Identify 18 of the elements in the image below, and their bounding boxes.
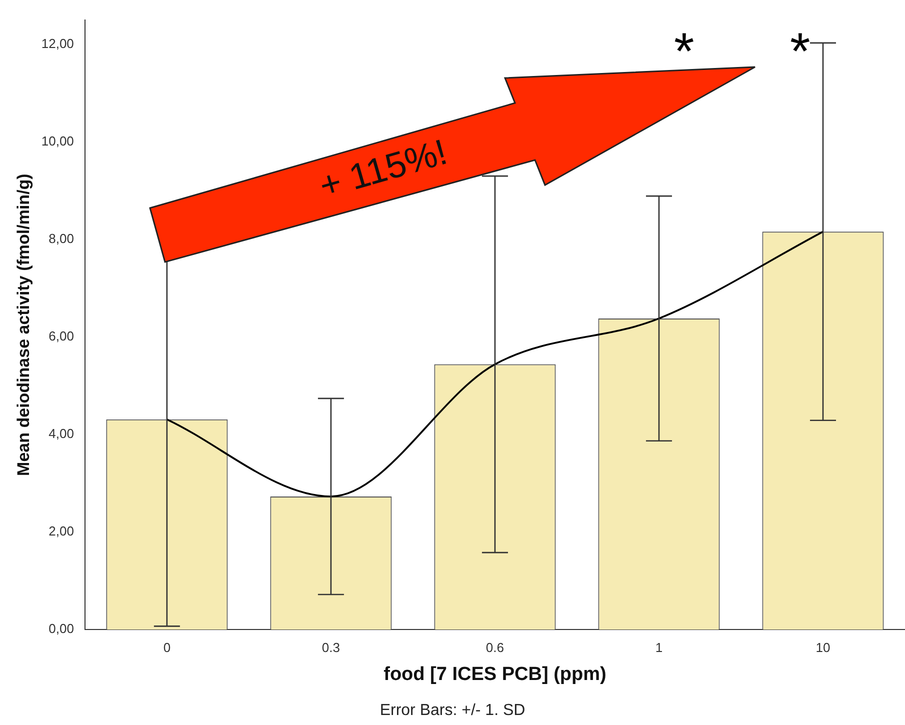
- text: Error Bars: +/- 1. SD: [378, 702, 526, 720]
- x-axis-title: food [7 ICES PCB] (ppm): [384, 664, 606, 685]
- y-axis-title: Mean deiodinase activity (fmol/min/g): [14, 174, 33, 476]
- x-tick-label: 10: [816, 640, 830, 655]
- y-tick-label: 6,00: [48, 328, 74, 344]
- annotation: + 115%!: [314, 130, 452, 208]
- x-tick-label: 0.3: [322, 640, 340, 655]
- x-tick-label: 0: [163, 640, 171, 655]
- y-tick-label: 12,00: [41, 36, 74, 51]
- y-tick-label: 4,00: [48, 426, 74, 442]
- y-tick-label: 2,00: [48, 524, 74, 539]
- x-tick-label: 1: [655, 640, 663, 655]
- y-tick-label: 10,00: [41, 134, 74, 148]
- x-tick-label: 0.6: [486, 640, 504, 655]
- annotation: *: [790, 22, 810, 82]
- annotation: *: [674, 22, 694, 82]
- y-tick-label: 0,00: [48, 621, 74, 636]
- y-tick-label: 8,00: [48, 231, 74, 246]
